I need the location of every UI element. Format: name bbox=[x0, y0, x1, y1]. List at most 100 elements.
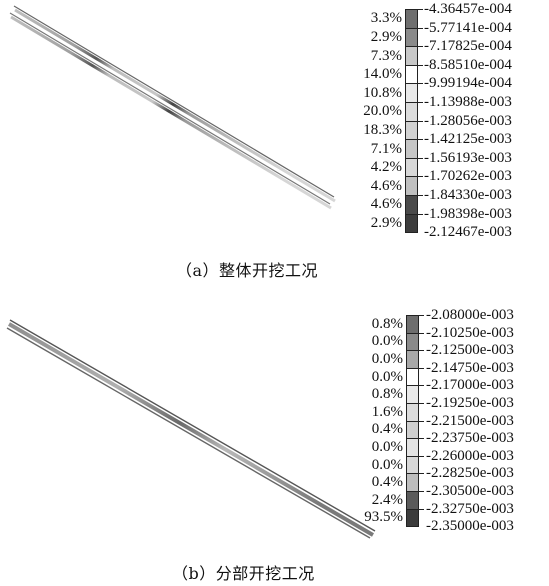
beam-model-a bbox=[9, 5, 336, 210]
legend-tick bbox=[419, 455, 424, 457]
beam-b-upper bbox=[7, 322, 375, 537]
legend-color-swatch bbox=[405, 176, 418, 196]
legend-value-label: -1.28056e-003 bbox=[424, 112, 512, 129]
beam-a-lower bbox=[10, 15, 332, 210]
legend-percent-label: 0.8% bbox=[371, 315, 403, 332]
legend-value-label: -2.12500e-003 bbox=[426, 342, 514, 359]
legend-percent-label: 7.1% bbox=[370, 140, 402, 157]
legend-tick bbox=[419, 403, 424, 404]
legend-tick bbox=[419, 332, 424, 334]
beam-model-b bbox=[6, 319, 376, 539]
legend-percent-label: 14.0% bbox=[363, 66, 402, 83]
legend-percent-label: 0.0% bbox=[371, 439, 403, 455]
legend-color-swatch bbox=[405, 195, 418, 215]
legend-percent-label: 7.3% bbox=[370, 47, 402, 64]
legend-tick bbox=[418, 9, 423, 10]
legend-percent-label: 18.3% bbox=[363, 121, 402, 138]
caption-a: （a）整体开挖工况 bbox=[176, 261, 319, 280]
legend-tick bbox=[419, 420, 424, 422]
legend-percent-label: 2.9% bbox=[370, 214, 402, 231]
legend-tick bbox=[419, 315, 424, 316]
legend-tick bbox=[418, 120, 423, 122]
legend-color-swatch bbox=[406, 385, 419, 404]
legend-color-swatch bbox=[405, 64, 418, 85]
legend-color-swatch bbox=[406, 420, 419, 440]
legend-value-label: -9.99194e-004 bbox=[424, 75, 512, 92]
legend-value-label: -1.84330e-003 bbox=[424, 187, 512, 203]
legend-tick bbox=[419, 508, 424, 510]
legend-color-swatch bbox=[405, 102, 418, 122]
legend-value-label: -1.42125e-003 bbox=[424, 131, 512, 148]
legend-color-swatch bbox=[405, 139, 418, 159]
legend-percent-label: 10.8% bbox=[363, 84, 402, 101]
legend-value-label: -1.98398e-003 bbox=[424, 205, 512, 222]
legend-percent-label: 0.4% bbox=[371, 474, 403, 491]
legend-color-swatch bbox=[406, 332, 419, 352]
legend-value-label: -2.26000e-003 bbox=[426, 447, 514, 464]
legend-color-swatch bbox=[405, 9, 418, 29]
legend-tick bbox=[419, 491, 424, 492]
legend-percent-label: 0.4% bbox=[371, 421, 403, 438]
legend-color-swatch bbox=[405, 27, 418, 48]
legend-color-swatch bbox=[406, 403, 419, 422]
legend-color-swatch bbox=[405, 120, 418, 141]
legend-tick bbox=[418, 64, 423, 66]
legend-color-swatch bbox=[406, 350, 419, 369]
legend-value-label: -2.28250e-003 bbox=[426, 465, 514, 482]
beam-b-edge bbox=[6, 327, 371, 539]
legend-percent-label: 93.5% bbox=[364, 509, 403, 526]
legend-percent-label: 0.0% bbox=[371, 351, 403, 367]
legend-color-swatch bbox=[406, 491, 419, 510]
legend-value-label: -1.70262e-003 bbox=[424, 168, 512, 185]
legend-percent-label: 4.2% bbox=[370, 159, 402, 176]
legend-tick bbox=[419, 350, 424, 352]
legend-percent-label: 0.8% bbox=[371, 386, 403, 403]
legend-value-label: -2.12467e-003 bbox=[424, 224, 512, 241]
legend-color-swatch bbox=[406, 315, 419, 334]
legend-value-label: -7.17825e-004 bbox=[424, 38, 512, 55]
legend-value-label: -2.30500e-003 bbox=[426, 483, 514, 499]
legend-value-label: -8.58510e-004 bbox=[424, 56, 512, 73]
legend-color-swatch bbox=[406, 508, 419, 528]
legend-value-label: -2.21500e-003 bbox=[426, 412, 514, 429]
legend-tick bbox=[418, 46, 423, 48]
legend-percent-label: 4.6% bbox=[370, 196, 402, 213]
legend-value-label: -2.08000e-003 bbox=[426, 307, 514, 323]
beam-a-edge bbox=[13, 5, 335, 198]
legend-tick bbox=[419, 438, 424, 440]
legend-tick bbox=[418, 27, 423, 29]
legend-percent-label: 4.6% bbox=[370, 177, 402, 194]
legend-tick bbox=[418, 176, 423, 178]
legend-tick bbox=[418, 139, 423, 141]
legend-value-label: -2.10250e-003 bbox=[426, 324, 514, 341]
figure-b: （b）分部开挖工况 -2.08000e-003 -2.10250e-003 -2.1… bbox=[0, 290, 549, 586]
legend-tick bbox=[418, 83, 423, 85]
legend-percent-label: 1.6% bbox=[371, 403, 403, 420]
legend-percent-label: 0.0% bbox=[371, 333, 403, 350]
legend-color-swatch bbox=[405, 46, 418, 66]
legend-color-swatch bbox=[405, 213, 418, 234]
legend-percent-label: 2.4% bbox=[371, 491, 403, 508]
legend-tick bbox=[419, 367, 424, 369]
legend-color-swatch bbox=[406, 438, 419, 457]
legend-percent-label: 0.0% bbox=[371, 456, 403, 473]
legend-value-label: -2.32750e-003 bbox=[426, 500, 514, 517]
legend-value-label: -2.14750e-003 bbox=[426, 359, 514, 376]
legend-value-label: -2.35000e-003 bbox=[426, 518, 514, 535]
legend-color-swatch bbox=[406, 473, 419, 492]
legend-value-label: -5.77141e-004 bbox=[424, 19, 512, 36]
caption-b: （b）分部开挖工况 bbox=[172, 564, 315, 583]
legend-value-label: -4.36457e-004 bbox=[424, 1, 512, 17]
beam-a-upper bbox=[14, 8, 336, 203]
legend-tick bbox=[418, 213, 423, 215]
legend-color-swatch bbox=[406, 455, 419, 475]
legend-tick bbox=[418, 102, 423, 103]
legend-tick bbox=[418, 157, 423, 159]
beam-b-edge bbox=[9, 319, 376, 532]
legend-value-label: -1.13988e-003 bbox=[424, 94, 512, 110]
legend-value-label: -2.19250e-003 bbox=[426, 395, 514, 411]
legend-tick bbox=[418, 195, 423, 196]
legend-color-swatch bbox=[405, 83, 418, 103]
legend-percent-label: 2.9% bbox=[370, 28, 402, 45]
legend-value-label: -1.56193e-003 bbox=[424, 149, 512, 166]
